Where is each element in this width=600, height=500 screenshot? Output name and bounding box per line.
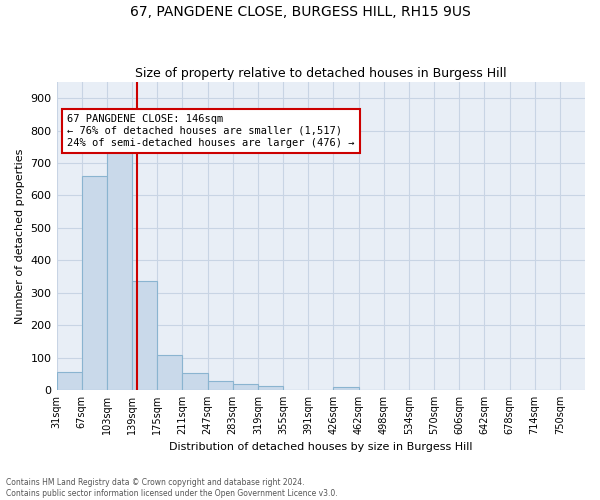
Title: Size of property relative to detached houses in Burgess Hill: Size of property relative to detached ho…	[135, 66, 506, 80]
Y-axis label: Number of detached properties: Number of detached properties	[15, 148, 25, 324]
Text: 67, PANGDENE CLOSE, BURGESS HILL, RH15 9US: 67, PANGDENE CLOSE, BURGESS HILL, RH15 9…	[130, 5, 470, 19]
Bar	[233, 384, 258, 390]
Bar	[157, 355, 182, 390]
Bar	[56, 372, 82, 390]
X-axis label: Distribution of detached houses by size in Burgess Hill: Distribution of detached houses by size …	[169, 442, 473, 452]
Bar	[132, 282, 157, 390]
Text: 67 PANGDENE CLOSE: 146sqm
← 76% of detached houses are smaller (1,517)
24% of se: 67 PANGDENE CLOSE: 146sqm ← 76% of detac…	[67, 114, 355, 148]
Bar	[107, 147, 132, 390]
Bar	[182, 373, 208, 390]
Text: Contains HM Land Registry data © Crown copyright and database right 2024.
Contai: Contains HM Land Registry data © Crown c…	[6, 478, 338, 498]
Bar	[82, 176, 107, 390]
Bar	[208, 381, 233, 390]
Bar	[334, 386, 359, 390]
Bar	[258, 386, 283, 390]
